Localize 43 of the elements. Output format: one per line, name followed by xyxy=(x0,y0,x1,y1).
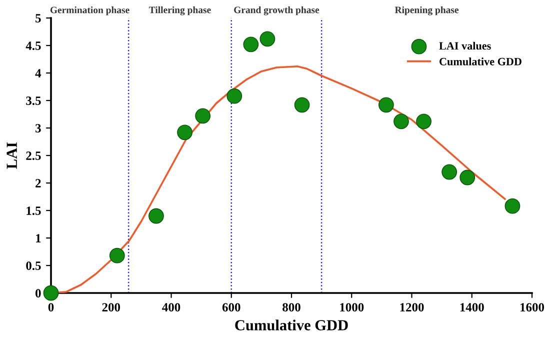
text: Ripening phase xyxy=(394,6,459,16)
y-tick-label: 0 xyxy=(36,289,41,298)
x-tick-label: 1000 xyxy=(340,303,364,312)
point xyxy=(294,97,310,113)
y-tick-label: 3.5 xyxy=(26,96,41,106)
text: Germination phase xyxy=(50,6,130,16)
point xyxy=(260,31,276,47)
point xyxy=(243,36,259,52)
point xyxy=(416,114,432,130)
y-tick-label: 1 xyxy=(36,234,41,242)
point xyxy=(394,114,409,130)
y-tick-label: 1.5 xyxy=(26,206,41,216)
point xyxy=(109,248,125,264)
x-axis-title: Cumulative GDD xyxy=(235,320,348,330)
y-tick-label: 4.5 xyxy=(26,42,41,50)
x-tick-label: 800 xyxy=(282,303,300,312)
y-axis-title: LAI xyxy=(6,142,17,169)
x-tick-label: 1600 xyxy=(520,303,544,312)
x-tick-label: 0 xyxy=(48,303,54,312)
y-tick-label: 2 xyxy=(36,179,41,188)
legend-label: LAI values xyxy=(439,42,491,50)
point xyxy=(226,88,242,104)
point xyxy=(43,285,59,301)
x-tick-label: 1200 xyxy=(400,303,424,312)
point xyxy=(148,208,164,224)
y-tick-label: 2.5 xyxy=(26,152,41,160)
legend-label: Cumulative GDD xyxy=(440,58,522,66)
x-tick-label: 600 xyxy=(222,303,240,312)
point xyxy=(195,108,211,124)
y-tick-label: 4 xyxy=(35,69,42,78)
text: Grand growth phase xyxy=(234,6,320,16)
y-tick-label: 0.5 xyxy=(26,262,41,270)
y-tick-label: 3 xyxy=(36,124,41,132)
x-tick-label: 200 xyxy=(102,303,120,312)
point xyxy=(177,124,192,140)
point xyxy=(460,170,476,186)
point xyxy=(378,97,394,113)
point xyxy=(442,164,458,180)
point xyxy=(504,198,520,214)
text: Tillering phase xyxy=(149,6,211,16)
x-tick-label: 1400 xyxy=(460,303,484,312)
x-tick-label: 400 xyxy=(162,303,180,312)
y-tick-label: 5 xyxy=(36,14,41,22)
